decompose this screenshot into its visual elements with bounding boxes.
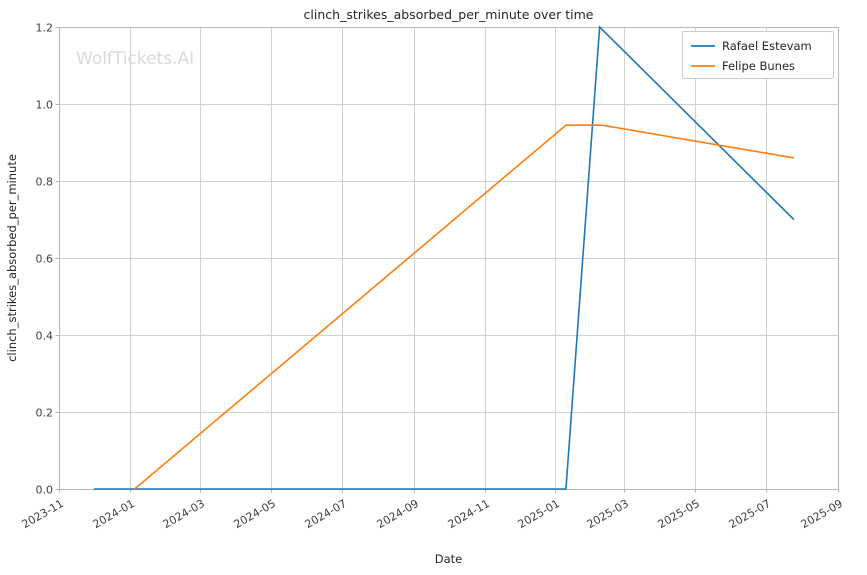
y-tick-label: 0.4: [36, 330, 54, 343]
y-tick-label: 0.0: [36, 484, 54, 497]
y-tick-label: 1.0: [36, 99, 54, 112]
y-tick-label: 0.6: [36, 253, 54, 266]
y-tick-label: 1.2: [36, 22, 54, 35]
x-tick-label: 2024-05: [232, 497, 278, 531]
x-tick-label: 2025-03: [585, 497, 631, 531]
legend-label-2[interactable]: Felipe Bunes: [722, 59, 795, 73]
y-axis-label: clinch_strikes_absorbed_per_minute: [5, 154, 19, 362]
x-tick-label: 2025-07: [727, 497, 773, 531]
legend-box: [682, 31, 834, 79]
series-line-1: [93, 25, 795, 490]
chart-title: clinch_strikes_absorbed_per_minute over …: [304, 7, 594, 22]
x-tick-label: 2024-01: [91, 497, 137, 531]
x-tick-label: 2024-11: [446, 497, 492, 531]
y-tick-label: 0.2: [36, 407, 54, 420]
x-tick-label: 2025-05: [656, 497, 702, 531]
x-tick-label: 2023-11: [20, 497, 66, 531]
x-tick-label: 2024-03: [161, 497, 207, 531]
x-tick-label: 2024-07: [303, 497, 349, 531]
x-axis-label: Date: [435, 552, 463, 566]
watermark-text: WolfTickets.AI: [76, 49, 194, 69]
x-tick-label: 2024-09: [375, 497, 421, 531]
x-tick-label: 2025-09: [799, 497, 845, 531]
series-line-2: [134, 124, 794, 490]
y-tick-label: 0.8: [36, 176, 54, 189]
x-tick-label: 2025-01: [516, 497, 562, 531]
legend-label-1[interactable]: Rafael Estevam: [722, 39, 812, 53]
